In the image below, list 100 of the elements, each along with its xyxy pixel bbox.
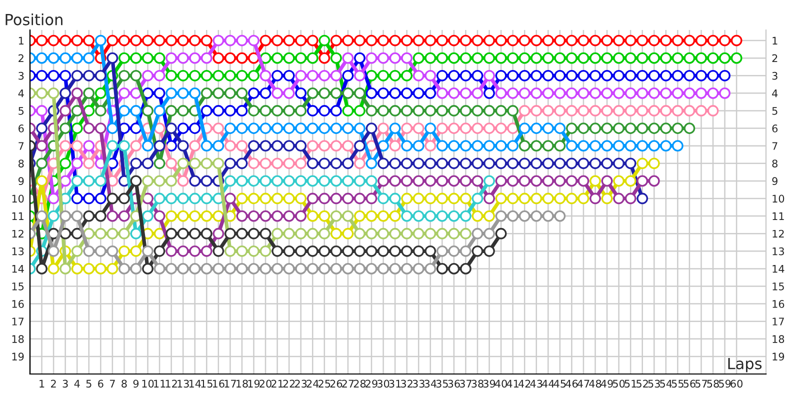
- point: [295, 70, 307, 82]
- point: [248, 122, 260, 134]
- point: [354, 158, 366, 170]
- point: [684, 87, 696, 99]
- point: [495, 192, 507, 204]
- point: [154, 70, 166, 82]
- point: [236, 175, 248, 187]
- point: [460, 70, 472, 82]
- point: [601, 70, 613, 82]
- x-tick-label: 55: [672, 380, 684, 388]
- y2-tick-label: 9: [772, 177, 778, 186]
- x-tick-label: 17: [224, 380, 236, 388]
- point: [472, 87, 484, 99]
- point: [719, 87, 730, 99]
- point: [330, 192, 342, 204]
- x-tick-label: 58: [707, 380, 719, 388]
- point: [272, 245, 283, 257]
- point: [177, 228, 189, 240]
- point: [60, 122, 72, 134]
- point: [472, 70, 484, 82]
- point: [378, 122, 389, 134]
- point: [36, 87, 48, 99]
- point: [306, 210, 318, 222]
- point: [106, 228, 118, 240]
- x-tick-label: 16: [212, 380, 224, 388]
- y2-tick-label: 10: [772, 194, 784, 203]
- point: [401, 210, 413, 222]
- point: [330, 158, 342, 170]
- x-tick-label: 41: [506, 380, 518, 388]
- point: [71, 70, 83, 82]
- y-tick-label: 3: [18, 72, 24, 80]
- x-tick-label: 21: [271, 380, 283, 388]
- point: [378, 210, 389, 222]
- point: [236, 228, 248, 240]
- point: [342, 87, 354, 99]
- point: [542, 70, 554, 82]
- point: [566, 122, 578, 134]
- point: [248, 175, 260, 187]
- point: [306, 245, 318, 257]
- point: [448, 210, 460, 222]
- point: [507, 105, 519, 116]
- point: [495, 140, 507, 152]
- point: [189, 263, 201, 274]
- x-tick-label: 54: [660, 380, 672, 388]
- x-tick-label: 48: [589, 380, 602, 388]
- point: [518, 210, 530, 222]
- point: [142, 263, 154, 274]
- x-tick-label: 33: [412, 380, 424, 388]
- point: [366, 87, 378, 99]
- point: [354, 175, 366, 187]
- point: [507, 140, 519, 152]
- point: [60, 175, 72, 187]
- point: [200, 228, 212, 240]
- point: [495, 105, 507, 116]
- point: [177, 122, 189, 134]
- point: [142, 87, 154, 99]
- point: [672, 87, 684, 99]
- point: [154, 105, 166, 116]
- y-tick-label: 11: [12, 212, 24, 220]
- point: [260, 87, 272, 99]
- x-tick-label: 9: [133, 380, 139, 388]
- point: [106, 52, 118, 64]
- point: [200, 105, 212, 116]
- point: [260, 105, 272, 116]
- point: [530, 140, 542, 152]
- point: [424, 228, 436, 240]
- point: [342, 228, 354, 240]
- y-tick-label: 15: [12, 282, 24, 290]
- point: [106, 245, 118, 257]
- point: [412, 192, 424, 204]
- x-tick-label: 13: [178, 380, 189, 388]
- point: [83, 245, 95, 257]
- point: [295, 210, 307, 222]
- point: [166, 210, 178, 222]
- point: [495, 210, 507, 222]
- point: [412, 105, 424, 116]
- point: [484, 228, 495, 240]
- point: [83, 140, 95, 152]
- point: [330, 228, 342, 240]
- point: [672, 140, 684, 152]
- point: [389, 192, 401, 204]
- point: [295, 175, 307, 187]
- point: [684, 70, 696, 82]
- point: [212, 263, 224, 274]
- point: [566, 105, 578, 116]
- point: [177, 105, 189, 116]
- point: [248, 228, 260, 240]
- point: [566, 140, 578, 152]
- point: [94, 34, 106, 46]
- point: [200, 140, 212, 152]
- x-tick-label: 46: [566, 380, 578, 388]
- point: [554, 70, 566, 82]
- point: [601, 175, 613, 187]
- point: [578, 158, 590, 170]
- point: [412, 210, 424, 222]
- point: [460, 105, 472, 116]
- point: [260, 70, 272, 82]
- point: [154, 140, 166, 152]
- point: [354, 122, 366, 134]
- point: [71, 245, 83, 257]
